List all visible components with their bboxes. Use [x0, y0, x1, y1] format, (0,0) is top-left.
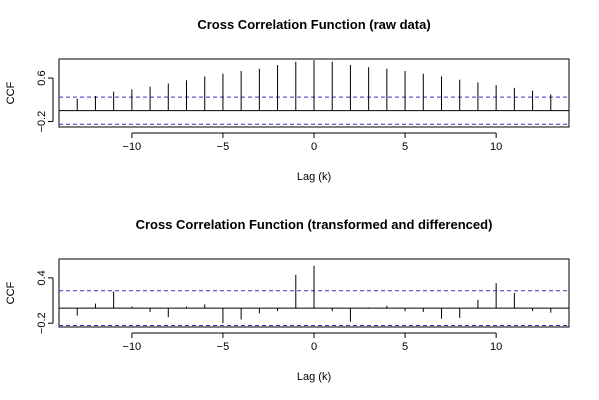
x-axis: −10 −5 0 5 10 — [123, 332, 502, 353]
ccf-spikes — [76, 265, 552, 324]
x-axis-label: Lag (k) — [297, 371, 331, 383]
x-axis: −10 −5 0 5 10 — [123, 132, 502, 153]
x-tick-label: 0 — [311, 341, 317, 353]
x-tick-label: −10 — [123, 141, 142, 153]
x-tick-label: −5 — [217, 341, 230, 353]
x-tick-label: 0 — [311, 141, 317, 153]
chart-title: Cross Correlation Function (transformed … — [136, 217, 493, 232]
ccf-panel-raw: Cross Correlation Function (raw data) −1… — [5, 17, 570, 183]
y-axis: −0.2 0.4 — [36, 270, 54, 334]
chart-title: Cross Correlation Function (raw data) — [197, 17, 430, 32]
x-tick-label: −5 — [217, 141, 230, 153]
x-tick-label: 5 — [402, 341, 408, 353]
ccf-panel-transformed: Cross Correlation Function (transformed … — [5, 217, 570, 383]
y-axis-label: CCF — [5, 81, 17, 104]
y-tick-label: 0.4 — [36, 270, 48, 285]
ccf-spikes — [76, 60, 552, 111]
y-axis-label: CCF — [5, 281, 17, 304]
x-tick-label: −10 — [123, 341, 142, 353]
y-axis: −0.2 0.6 — [36, 70, 54, 133]
plot-frame — [58, 258, 570, 328]
y-tick-label: −0.2 — [36, 312, 48, 334]
x-axis-label: Lag (k) — [297, 171, 331, 183]
x-tick-label: 10 — [490, 141, 502, 153]
x-tick-label: 10 — [490, 341, 502, 353]
y-tick-label: 0.6 — [36, 70, 48, 85]
y-tick-label: −0.2 — [36, 111, 48, 133]
plot-frame — [58, 58, 570, 128]
x-tick-label: 5 — [402, 141, 408, 153]
